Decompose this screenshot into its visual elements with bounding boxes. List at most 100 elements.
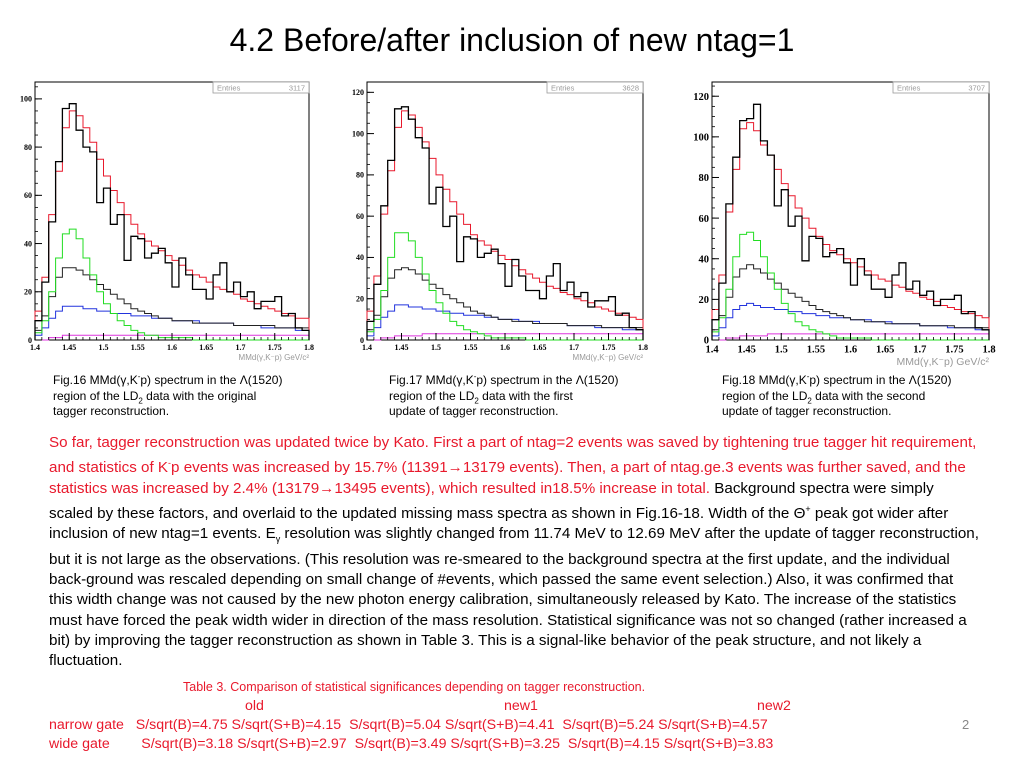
- x-tick-label: 1.5: [775, 345, 788, 356]
- y-tick-label: 120: [352, 88, 364, 97]
- header-new1: new1: [504, 698, 538, 714]
- x-tick-label: 1.75: [268, 343, 282, 352]
- page-number: 2: [962, 717, 970, 732]
- x-tick-label: 1.4: [30, 343, 40, 352]
- x-tick-label: 1.55: [464, 343, 478, 352]
- y-tick-label: 0: [28, 336, 32, 345]
- y-tick-label: 40: [24, 239, 32, 248]
- y-tick-label: 100: [693, 133, 709, 144]
- plot-fig16: 0 20 40 60 80 100 1.4 1.45 1.5 1.55 1.6 1.65 1.7 1.75…: [13, 80, 318, 370]
- x-tick-label: 1.65: [199, 343, 213, 352]
- y-tick-label: 0: [704, 336, 709, 347]
- histogram-fig16: 0 20 40 60 80 100 1.4 1.45 1.5 1.55 1.6 1.65 1.7 1.75…: [20, 81, 314, 362]
- x-tick-label: 1.4: [362, 343, 372, 352]
- x-tick-label: 1.65: [533, 343, 547, 352]
- background-histogram-black: [34, 267, 310, 340]
- x-tick-label: 1.55: [131, 343, 145, 352]
- x-tick-label: 1.45: [395, 343, 409, 352]
- y-tick-label: 60: [356, 212, 364, 221]
- stats-entries-label: Entries: [897, 84, 921, 93]
- y-tick-label: 20: [699, 295, 710, 306]
- stats-entries-label: Entries: [551, 84, 575, 93]
- x-tick-label: 1.7: [236, 343, 246, 352]
- total-fit-histogram: [366, 110, 644, 340]
- table-title: Table 3. Comparison of statistical signi…: [183, 680, 646, 694]
- x-tick-label: 1.55: [807, 345, 825, 356]
- y-tick-label: 80: [356, 171, 364, 180]
- x-tick-label: 1.7: [913, 345, 926, 356]
- x-tick-label: 1.7: [569, 343, 579, 352]
- plot-frame: [711, 81, 990, 341]
- stats-entries-value: 3707: [968, 84, 985, 93]
- table-row: wide gate S/sqrt(B)=3.18 S/sqrt(S+B)=2.9…: [49, 736, 774, 752]
- body-paragraph: So far, tagger reconstruction was update…: [49, 433, 979, 671]
- x-axis-label: MMd(γ,K⁻p) GeV/c²: [573, 353, 644, 362]
- data-histogram: [34, 103, 310, 340]
- caption-fig18: Fig.18 MMd(γ,K-p) spectrum in the Λ(1520…: [722, 373, 1012, 420]
- x-tick-label: 1.8: [304, 343, 314, 352]
- x-tick-label: 1.45: [62, 343, 76, 352]
- caption-line3: tagger reconstruction.: [53, 404, 170, 418]
- y-tick-label: 80: [699, 173, 710, 184]
- histogram-fig17: 0 20 40 60 80 100 120 1.4 1.45 1.5 1.55 1.6 1.65 1.7 1…: [352, 81, 648, 362]
- stats-entries-value: 3117: [289, 84, 305, 93]
- data-histogram: [366, 106, 644, 340]
- y-tick-label: 0: [360, 336, 364, 345]
- x-tick-label: 1.8: [638, 343, 648, 352]
- x-axis-label: MMd(γ,K⁻p) GeV/c²: [239, 353, 310, 362]
- background-histogram-magenta: [367, 333, 644, 341]
- background-histogram-magenta: [712, 333, 990, 341]
- caption-fig16: Fig.16 MMd(γ,K-p) spectrum in the Λ(1520…: [53, 373, 353, 420]
- caption-line2: region of the LD2 data with the second: [722, 388, 926, 405]
- x-tick-label: 1.6: [500, 343, 510, 352]
- background-histogram-black: [366, 267, 644, 340]
- signal-histogram: [34, 228, 309, 341]
- x-tick-label: 1.65: [876, 345, 894, 356]
- x-tick-label: 1.75: [945, 345, 963, 356]
- caption-line3: update of tagger reconstruction.: [722, 404, 892, 418]
- x-tick-label: 1.45: [737, 345, 755, 356]
- caption-line2: region of the LD2 data with the first: [389, 388, 573, 405]
- plot-fig18: 0 20 40 60 80 100 120 1.4 1.45 1.5 1.55 1.6 1.65 1.7 1…: [680, 80, 1000, 370]
- x-tick-label: 1.6: [167, 343, 177, 352]
- x-axis-label: MMd(γ,K⁻p) GeV/c²: [897, 356, 990, 368]
- y-tick-label: 100: [352, 129, 364, 138]
- header-new2: new2: [757, 698, 791, 714]
- y-tick-label: 60: [24, 191, 32, 200]
- y-tick-label: 100: [20, 95, 32, 104]
- significance-table: Table 3. Comparison of statistical signi…: [49, 678, 989, 754]
- table-header: old new1 new2: [49, 697, 989, 716]
- y-tick-label: 20: [356, 295, 364, 304]
- caption-line3: update of tagger reconstruction.: [389, 404, 559, 418]
- y-tick-label: 40: [356, 253, 364, 262]
- table-row: narrow gate S/sqrt(B)=4.75 S/sqrt(S+B)=4…: [49, 717, 768, 733]
- x-tick-label: 1.6: [844, 345, 857, 356]
- stats-box: [546, 81, 644, 94]
- y-tick-label: 40: [699, 254, 710, 265]
- x-tick-label: 1.4: [705, 345, 719, 356]
- total-fit-histogram: [34, 110, 310, 340]
- signal-histogram: [366, 232, 643, 341]
- data-histogram: [711, 103, 990, 340]
- x-tick-label: 1.5: [431, 343, 441, 352]
- signal-histogram: [711, 231, 989, 341]
- stats-box: [212, 81, 310, 94]
- stats-entries-value: 3628: [622, 84, 639, 93]
- y-tick-label: 80: [24, 143, 32, 152]
- y-tick-label: 120: [693, 92, 709, 103]
- body-black-text: Background spectra were simply scaled by…: [49, 479, 979, 670]
- header-old: old: [245, 698, 264, 714]
- plot-fig17: 0 20 40 60 80 100 120 1.4 1.45 1.5 1.55 1.6 1.65 1.7 1…: [340, 80, 650, 370]
- caption-line2: region of the LD2 data with the original: [53, 388, 257, 405]
- y-tick-label: 60: [699, 214, 710, 225]
- body-red-text: So far, tagger reconstruction was update…: [49, 434, 977, 497]
- x-tick-label: 1.8: [982, 345, 995, 356]
- y-tick-label: 20: [24, 288, 32, 297]
- histogram-fig18: 0 20 40 60 80 100 120 1.4 1.45 1.5 1.55 1.6 1.65 1.7 1…: [693, 81, 996, 368]
- stats-box: [892, 81, 990, 94]
- x-tick-label: 1.5: [99, 343, 109, 352]
- caption-line1: Fig.16 MMd(γ,K-p) spectrum in the Λ(1520…: [53, 372, 283, 388]
- caption-fig17: Fig.17 MMd(γ,K-p) spectrum in the Λ(1520…: [389, 373, 689, 420]
- total-fit-histogram: [711, 122, 990, 340]
- caption-line1: Fig.17 MMd(γ,K-p) spectrum in the Λ(1520…: [389, 372, 619, 388]
